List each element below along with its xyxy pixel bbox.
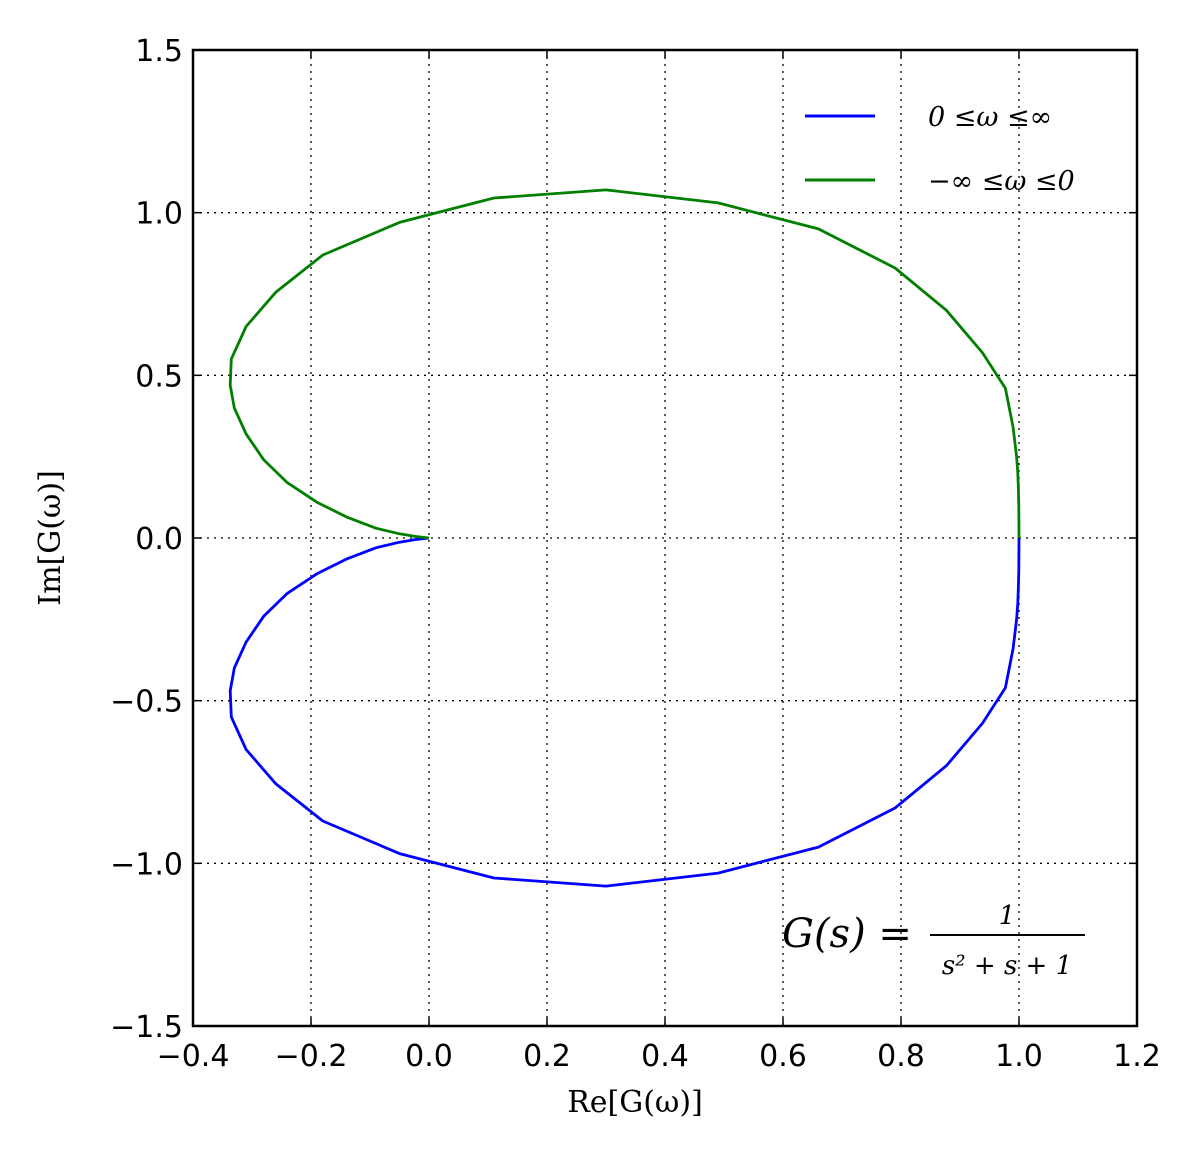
y-tick-label: 0.5 — [135, 359, 183, 394]
x-tick-label: 0.2 — [523, 1039, 571, 1074]
series-line-positive-frequency — [228, 536, 1021, 888]
tick-labels: −0.4 −0.2 0.0 0.2 0.4 0.6 0.8 1.0 1.2 −1.5 −1.0 −0.… — [110, 34, 1161, 1074]
x-tick-label: −0.2 — [275, 1039, 348, 1074]
y-tick-label: −0.5 — [110, 685, 183, 720]
y-tick-label: 1.5 — [135, 34, 183, 69]
transfer-function-annotation: G(s) = 1 s² + s + 1 — [782, 901, 1085, 981]
x-tick-label: −0.4 — [157, 1039, 230, 1074]
x-tick-label: 0.6 — [759, 1039, 807, 1074]
y-axis-label: Im[G(ω)] — [33, 470, 68, 606]
legend: 0 ≤ω ≤∞ −∞ ≤ω ≤0 — [805, 102, 1075, 197]
series-lines — [228, 188, 1021, 888]
x-tick-label: 1.2 — [1113, 1039, 1161, 1074]
series-line-negative-frequency — [228, 188, 1021, 540]
x-tick-label: 0.4 — [641, 1039, 689, 1074]
formula-numerator: 1 — [999, 901, 1016, 931]
x-tick-label: 0.0 — [405, 1039, 453, 1074]
x-tick-label: 1.0 — [995, 1039, 1043, 1074]
grid-lines — [193, 50, 1137, 1026]
formula-lhs: G(s) = — [782, 911, 912, 957]
legend-label-negative-frequency: −∞ ≤ω ≤0 — [928, 166, 1075, 197]
x-axis-label: Re[G(ω)] — [567, 1085, 703, 1120]
x-tick-label: 0.8 — [877, 1039, 925, 1074]
y-tick-label: 0.0 — [135, 522, 183, 557]
legend-label-positive-frequency: 0 ≤ω ≤∞ — [928, 102, 1052, 133]
y-tick-label: −1.0 — [110, 847, 183, 882]
y-tick-label: 1.0 — [135, 197, 183, 232]
y-tick-label: −1.5 — [110, 1010, 183, 1045]
formula-denominator: s² + s + 1 — [942, 951, 1072, 981]
tick-marks — [192, 49, 1138, 1027]
